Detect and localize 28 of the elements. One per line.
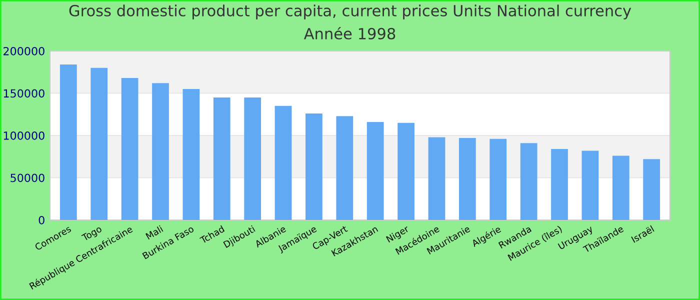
bar [490,138,507,220]
bar [244,97,262,220]
y-tick-label: 0 [38,216,44,224]
bar [121,78,138,220]
y-tick-label: 200000 [4,46,44,56]
bar [274,106,292,220]
bar [306,114,322,220]
bar [458,138,476,220]
chart-subtitle: Année 1998 [304,26,396,40]
bar [612,156,630,220]
bar [643,159,660,220]
x-tick-label: Mali [145,225,164,240]
chart-title: Gross domestic product per capita, current prices Units National currency [69,4,632,20]
bar [398,122,414,220]
bar [213,97,230,220]
bar [520,143,538,220]
bar [152,83,169,220]
bar [366,122,384,220]
y-tick-label: 150000 [4,89,44,98]
y-tick-label: 50000 [10,174,44,182]
bar [428,137,446,220]
bar [551,149,568,220]
bar [582,150,599,220]
bar [90,68,108,220]
bar [60,64,77,220]
y-tick-label: 100000 [4,131,44,140]
bar [182,89,200,220]
bar [336,116,354,220]
